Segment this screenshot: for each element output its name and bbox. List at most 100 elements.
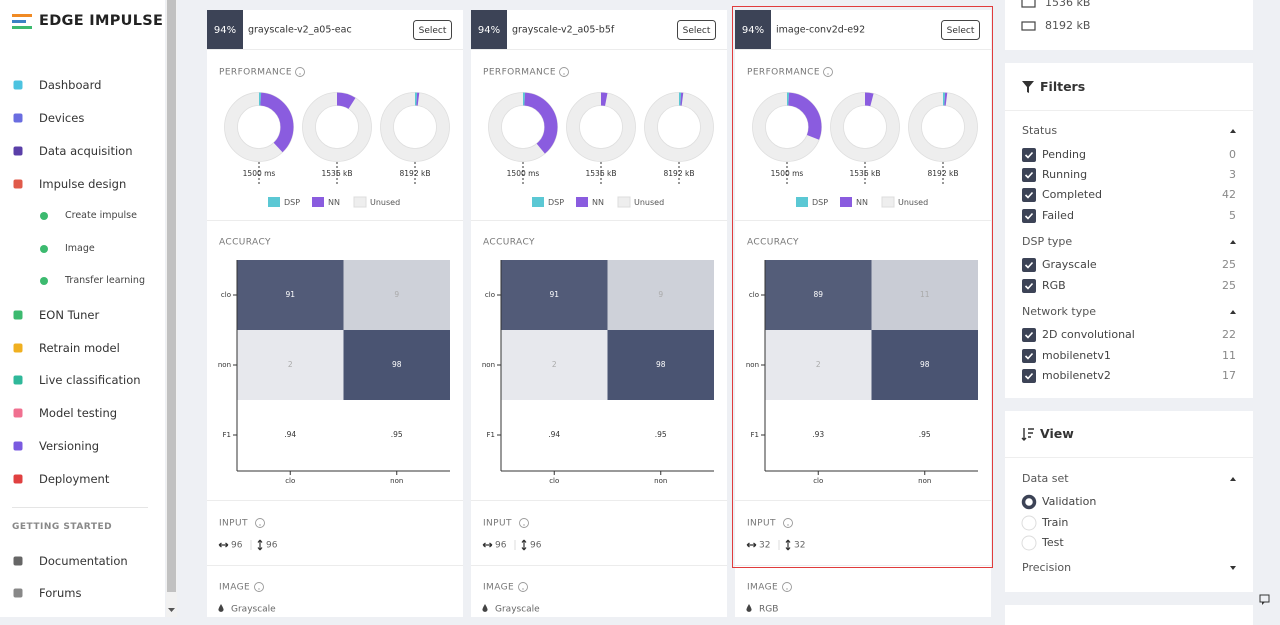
collapse-caret <box>1230 566 1236 570</box>
panel-box <box>1005 411 1253 592</box>
nav-item[interactable]: Versioning <box>39 439 100 453</box>
select-label[interactable]: Select <box>419 26 447 36</box>
help-icon <box>519 518 529 528</box>
checkbox[interactable] <box>1022 348 1036 363</box>
section-title: ACCURACY <box>747 238 799 248</box>
legend-swatch <box>576 197 588 207</box>
help-icon <box>518 582 528 592</box>
filter-label[interactable]: Failed <box>1042 208 1074 222</box>
radio[interactable] <box>1021 535 1037 551</box>
scrollbar <box>166 0 177 617</box>
radio[interactable] <box>1021 494 1037 510</box>
nav-item[interactable]: Data acquisition <box>39 144 133 158</box>
sub-nav-item[interactable]: Image <box>65 243 95 254</box>
icon-shape <box>1021 0 1036 8</box>
filter-label[interactable]: Running <box>1042 167 1088 181</box>
check[interactable] <box>1024 192 1034 199</box>
nav-icon <box>13 408 23 418</box>
donut-nn <box>302 92 372 162</box>
nav-icon <box>13 310 23 320</box>
radio-ring[interactable] <box>1021 535 1037 551</box>
matrix-value: 2 <box>288 360 293 369</box>
select-button[interactable] <box>677 20 716 40</box>
nav-item[interactable]: Deployment <box>39 472 110 486</box>
checkbox[interactable] <box>1022 368 1036 383</box>
checkbox[interactable] <box>1022 188 1036 203</box>
filter-label[interactable]: Pending <box>1042 147 1086 161</box>
filter-label[interactable]: mobilenetv2 <box>1042 368 1111 382</box>
box[interactable] <box>1022 188 1036 203</box>
radio-label[interactable]: Train <box>1042 515 1069 529</box>
box[interactable] <box>1022 258 1036 273</box>
matrix-value: 91 <box>285 290 295 299</box>
row-label: clo <box>221 291 231 299</box>
radio-label[interactable]: Test <box>1042 536 1064 549</box>
checkbox[interactable] <box>1022 328 1036 343</box>
donut-label: 8192 kB <box>664 169 695 178</box>
nav-item[interactable]: Retrain model <box>39 341 120 355</box>
checkbox[interactable] <box>1022 167 1036 182</box>
legend-swatch <box>353 196 367 208</box>
legend-swatch <box>268 197 280 207</box>
box[interactable] <box>1022 167 1036 182</box>
box[interactable] <box>1022 147 1036 162</box>
sub-nav-item[interactable]: Transfer learning <box>65 275 145 286</box>
radio-label[interactable]: Validation <box>1042 495 1097 508</box>
group-title[interactable]: Precision <box>1022 561 1072 574</box>
legend-label: NN <box>592 198 604 207</box>
filter-label[interactable]: Completed <box>1042 188 1102 202</box>
check[interactable] <box>1024 212 1034 220</box>
box[interactable] <box>1022 278 1036 293</box>
nav-item[interactable]: Dashboard <box>39 78 102 92</box>
check[interactable] <box>1024 282 1034 290</box>
nav-item[interactable]: Live classification <box>39 373 141 387</box>
checkbox[interactable] <box>1022 258 1036 273</box>
box[interactable] <box>1022 208 1036 223</box>
filter-label[interactable]: 2D convolutional <box>1042 328 1135 342</box>
radio-ring[interactable] <box>1021 494 1037 510</box>
radio-ring[interactable] <box>1021 515 1037 530</box>
checkbox[interactable] <box>1022 278 1036 293</box>
filter-label[interactable]: RGB <box>1042 278 1066 292</box>
nav-icon <box>13 113 23 123</box>
select-label[interactable]: Select <box>683 26 711 36</box>
box[interactable] <box>1022 368 1036 383</box>
select-button[interactable] <box>941 20 980 40</box>
radio[interactable] <box>1021 515 1037 531</box>
matrix-cell <box>237 330 344 400</box>
check[interactable] <box>1024 171 1034 179</box>
memory-icon <box>1021 21 1036 31</box>
nav-item[interactable]: Documentation <box>39 554 128 568</box>
select-label[interactable]: Select <box>947 26 975 36</box>
col-label: non <box>390 477 403 485</box>
donut-dsp <box>224 92 294 162</box>
select-button[interactable] <box>413 20 452 40</box>
check[interactable] <box>1024 332 1034 339</box>
filter-count: 11 <box>1222 348 1236 362</box>
check[interactable] <box>1024 151 1034 159</box>
nav-item[interactable]: Devices <box>39 111 85 125</box>
nav-icon <box>13 556 23 566</box>
check[interactable] <box>1024 352 1034 360</box>
donut-label: 1536 kB <box>322 169 353 178</box>
filter-label[interactable]: Grayscale <box>1042 258 1097 272</box>
nav-icon <box>13 80 23 90</box>
filter-label[interactable]: mobilenetv1 <box>1042 348 1111 362</box>
nav-item[interactable]: Forums <box>39 586 82 600</box>
sub-nav-item[interactable]: Create impulse <box>65 210 137 221</box>
donut-dsp <box>752 92 822 162</box>
memory-icon <box>1021 0 1036 8</box>
help-dot <box>787 524 789 526</box>
nav-item[interactable]: EON Tuner <box>39 308 100 322</box>
check[interactable] <box>1024 372 1034 380</box>
width-icon <box>482 542 493 548</box>
box[interactable] <box>1022 348 1036 363</box>
check[interactable] <box>1024 262 1034 269</box>
nav-item[interactable]: Impulse design <box>39 177 127 191</box>
nav-item[interactable]: Model testing <box>39 406 118 420</box>
checkbox[interactable] <box>1022 208 1036 223</box>
drop-icon <box>482 604 488 612</box>
checkbox[interactable] <box>1022 147 1036 162</box>
box[interactable] <box>1022 328 1036 343</box>
